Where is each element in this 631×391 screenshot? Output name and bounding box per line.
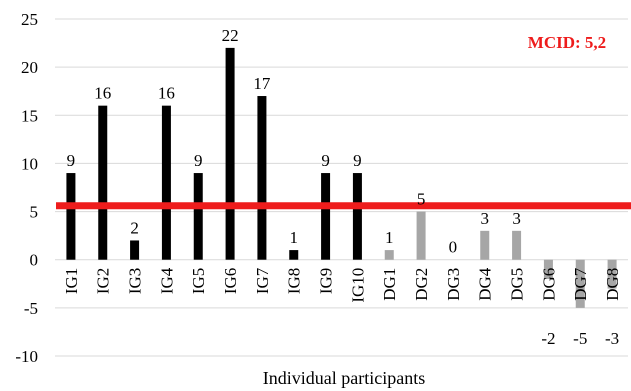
y-tick-label: 25 [21,10,38,29]
category-label: DG7 [571,267,590,301]
bar-layer [66,47,617,308]
bar-ig3 [130,240,140,260]
data-label: 0 [449,238,458,257]
data-label: 9 [194,151,203,170]
y-tick-label: 5 [30,203,39,222]
bar-dg4 [480,230,490,260]
category-label: IG6 [221,268,240,294]
bar-ig7 [257,96,267,260]
data-label: -5 [573,329,587,348]
data-label: 9 [67,151,76,170]
bar-dg5 [512,230,522,260]
data-label: 1 [385,228,394,247]
category-label: DG6 [539,268,558,301]
category-label: IG5 [189,268,208,294]
y-tick-label: 0 [30,251,39,270]
bar-dg2 [416,211,426,260]
category-label: IG4 [157,267,176,294]
y-tick-label: 15 [21,106,38,125]
category-label: IG7 [253,267,272,294]
bar-ig1 [66,173,76,260]
y-tick-label: 10 [21,154,38,173]
bar-ig10 [352,173,362,260]
data-label-layer: 9 16 2 16 9 22 17 1 9 9 1 5 0 3 3 -2 -5 -3 [67,26,620,348]
category-label: DG4 [476,267,495,301]
mcid-label: MCID: 5,2 [528,33,606,52]
y-tick-layer: -10 -5 0 5 10 15 20 25 [15,10,38,366]
bar-dg1 [384,250,394,260]
category-label: IG2 [94,268,113,294]
category-label: IG3 [126,268,145,294]
data-label: -3 [605,329,619,348]
category-label: IG1 [62,268,81,294]
category-label-layer: IG1 IG2 IG3 IG4 IG5 IG6 IG7 IG8 IG9 IG10 DG1 DG2 DG3… [62,267,622,302]
category-label: IG9 [317,268,336,294]
category-label: DG3 [444,268,463,301]
bar-ig5 [193,173,203,260]
category-label: IG10 [348,268,367,303]
data-label: 9 [321,151,330,170]
bar-dg7 [575,259,585,308]
bar-ig6 [225,47,235,260]
category-label: DG2 [412,268,431,301]
data-label: 3 [481,209,490,228]
x-axis-label: Individual participants [263,368,425,388]
bar-ig2 [98,105,108,260]
data-label: 2 [130,218,139,237]
bar-dg6 [543,259,553,279]
category-label: DG5 [508,268,527,301]
data-label: 5 [417,190,426,209]
data-label: 17 [253,74,271,93]
grid-layer [55,18,628,357]
y-tick-label: -10 [15,347,38,366]
bar-dg8 [607,259,617,289]
bar-ig8 [289,250,299,260]
category-label: IG8 [285,268,304,294]
y-tick-label: -5 [24,299,38,318]
y-tick-label: 20 [21,58,38,77]
data-label: 3 [512,209,521,228]
data-label: 9 [353,151,362,170]
data-label: -2 [541,329,555,348]
bar-ig4 [161,105,171,260]
category-label: DG8 [603,268,622,301]
data-label: 16 [158,84,175,103]
data-label: 16 [94,84,111,103]
data-label: 22 [222,26,239,45]
data-label: 1 [290,228,299,247]
bar-ig9 [321,173,331,260]
category-label: DG1 [380,268,399,301]
